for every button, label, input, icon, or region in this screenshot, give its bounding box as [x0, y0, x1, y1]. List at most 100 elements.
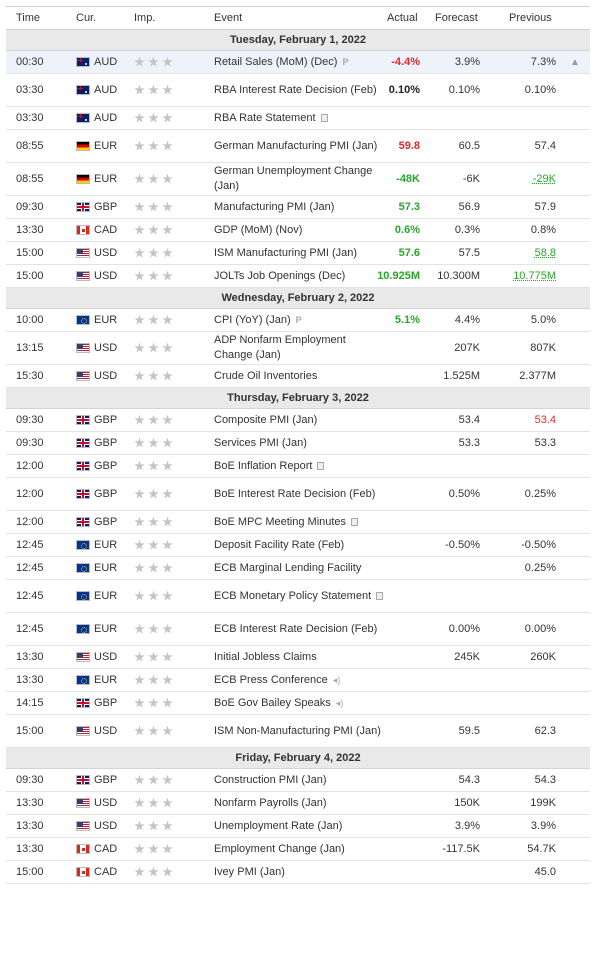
event-row[interactable]: 10:00 EUR CPI (YoY) (Jan) P 5.1% 4.4% 5.0%	[6, 309, 590, 332]
event-row[interactable]: 00:30 AUD Retail Sales (MoM) (Dec) P -4.4% 3.…	[6, 51, 590, 74]
event-row[interactable]: 12:00 GBP BoE MPC Meeting Minutes	[6, 511, 590, 534]
event-row[interactable]: 03:30 AUD RBA Interest Rate Decision (Feb)…	[6, 74, 590, 107]
flag-gbp-icon	[76, 517, 90, 527]
actual-value	[368, 715, 420, 747]
event-name[interactable]: ADP Nonfarm Employment Change (Jan)	[214, 334, 346, 361]
event-name-cell: Employment Change (Jan)	[214, 838, 384, 860]
event-name[interactable]: BoE MPC Meeting Minutes	[214, 515, 347, 528]
currency-code: EUR	[94, 562, 118, 574]
event-name[interactable]: Deposit Facility Rate (Feb)	[214, 538, 345, 551]
event-name[interactable]: Composite PMI (Jan)	[214, 413, 318, 426]
header-forecast[interactable]: Forecast	[435, 12, 478, 24]
event-name[interactable]: Ivey PMI (Jan)	[214, 865, 285, 878]
event-row[interactable]: 08:55 EUR German Unemployment Change (Jan)…	[6, 163, 590, 196]
event-row[interactable]: 12:45 EUR Deposit Facility Rate (Feb) -0.50…	[6, 534, 590, 557]
actual-value	[368, 646, 420, 668]
stars-group	[134, 866, 173, 878]
event-row[interactable]: 13:30 CAD Employment Change (Jan) -117.5K 54…	[6, 838, 590, 861]
header-importance[interactable]: Imp.	[134, 12, 156, 24]
event-row[interactable]: 08:55 EUR German Manufacturing PMI (Jan) 59…	[6, 130, 590, 163]
event-row[interactable]: 12:45 EUR ECB Interest Rate Decision (Feb)…	[6, 613, 590, 646]
event-row[interactable]: 03:30 AUD RBA Rate Statement	[6, 107, 590, 130]
actual-value	[368, 365, 420, 387]
actual-value	[368, 557, 420, 579]
event-name[interactable]: German Manufacturing PMI (Jan)	[214, 139, 378, 152]
flag-cell	[76, 74, 90, 106]
star-icon	[148, 84, 159, 95]
event-row[interactable]: 09:30 GBP Construction PMI (Jan) 54.3 54.3	[6, 769, 590, 792]
previous-value: 53.4	[490, 409, 556, 431]
flag-cell	[76, 769, 90, 791]
event-name[interactable]: RBA Interest Rate Decision (Feb)	[214, 83, 377, 96]
header-actual[interactable]: Actual	[387, 12, 418, 24]
event-row[interactable]: 12:45 EUR ECB Monetary Policy Statement	[6, 580, 590, 613]
event-row[interactable]: 13:15 USD ADP Nonfarm Employment Change (J…	[6, 332, 590, 365]
event-name[interactable]: Manufacturing PMI (Jan)	[214, 200, 335, 213]
event-row[interactable]: 09:30 GBP Manufacturing PMI (Jan) 57.3 56.9 5…	[6, 196, 590, 219]
event-name[interactable]: BoE Interest Rate Decision (Feb)	[214, 487, 376, 500]
event-row[interactable]: 14:15 GBP BoE Gov Bailey Speaks ◂)	[6, 692, 590, 715]
flag-cell	[76, 219, 90, 241]
flag-cell	[76, 534, 90, 556]
forecast-value: 60.5	[458, 140, 480, 152]
event-row[interactable]: 12:00 GBP BoE Interest Rate Decision (Feb)…	[6, 478, 590, 511]
event-row[interactable]: 15:00 USD ISM Manufacturing PMI (Jan) 57.6 5…	[6, 242, 590, 265]
event-name[interactable]: ISM Non-Manufacturing PMI (Jan)	[214, 724, 381, 737]
header-currency[interactable]: Cur.	[76, 12, 97, 24]
event-row[interactable]: 12:45 EUR ECB Marginal Lending Facility 0.2…	[6, 557, 590, 580]
event-name[interactable]: Employment Change (Jan)	[214, 842, 345, 855]
event-row[interactable]: 12:00 GBP BoE Inflation Report	[6, 455, 590, 478]
event-text: JOLTs Job Openings (Dec)	[214, 269, 345, 284]
event-name[interactable]: Construction PMI (Jan)	[214, 773, 327, 786]
event-row[interactable]: 15:00 CAD Ivey PMI (Jan) 45.0	[6, 861, 590, 884]
event-name-cell: BoE Interest Rate Decision (Feb)	[214, 478, 384, 510]
event-row[interactable]: 13:30 USD Nonfarm Payrolls (Jan) 150K 199K	[6, 792, 590, 815]
header-previous[interactable]: Previous	[509, 12, 552, 24]
forecast-value: 57.5	[458, 247, 480, 259]
event-name[interactable]: German Unemployment Change (Jan)	[214, 165, 373, 192]
event-row[interactable]: 15:00 USD ISM Non-Manufacturing PMI (Jan) 5…	[6, 715, 590, 748]
event-name[interactable]: Services PMI (Jan)	[214, 436, 307, 449]
stars-group	[134, 460, 173, 472]
importance-stars	[134, 332, 194, 364]
event-name[interactable]: RBA Rate Statement	[214, 111, 316, 124]
event-row[interactable]: 13:30 USD Initial Jobless Claims 245K 260K	[6, 646, 590, 669]
star-icon	[148, 201, 159, 212]
event-name[interactable]: ISM Manufacturing PMI (Jan)	[214, 246, 358, 259]
event-name[interactable]: Unemployment Rate (Jan)	[214, 819, 343, 832]
event-row[interactable]: 13:30 CAD GDP (MoM) (Nov) 0.6% 0.3% 0.8%	[6, 219, 590, 242]
prelim-icon: P	[342, 56, 349, 67]
event-name[interactable]: GDP (MoM) (Nov)	[214, 223, 303, 236]
event-name-cell: Construction PMI (Jan)	[214, 769, 384, 791]
flag-cell	[76, 163, 90, 195]
event-name[interactable]: BoE Inflation Report	[214, 459, 313, 472]
previous-value	[490, 107, 556, 129]
event-name[interactable]: ECB Interest Rate Decision (Feb)	[214, 622, 378, 635]
event-name[interactable]: JOLTs Job Openings (Dec)	[214, 269, 346, 282]
event-row[interactable]: 13:30 USD Unemployment Rate (Jan) 3.9% 3.9%	[6, 815, 590, 838]
event-row[interactable]: 13:30 EUR ECB Press Conference ◂)	[6, 669, 590, 692]
event-row[interactable]: 09:30 GBP Services PMI (Jan) 53.3 53.3	[6, 432, 590, 455]
previous-value: 57.4	[490, 130, 556, 162]
event-name[interactable]: CPI (YoY) (Jan)	[214, 313, 291, 326]
event-row[interactable]: 09:30 GBP Composite PMI (Jan) 53.4 53.4	[6, 409, 590, 432]
stars-group	[134, 697, 173, 709]
star-icon	[148, 224, 159, 235]
event-name[interactable]: Nonfarm Payrolls (Jan)	[214, 796, 327, 809]
event-row[interactable]: 15:00 USD JOLTs Job Openings (Dec) 10.925M 1…	[6, 265, 590, 288]
flag-usd-icon	[76, 726, 90, 736]
event-row[interactable]: 15:30 USD Crude Oil Inventories 1.525M 2.377…	[6, 365, 590, 388]
header-event[interactable]: Event	[214, 12, 243, 24]
event-name[interactable]: BoE Gov Bailey Speaks	[214, 696, 331, 709]
importance-stars	[134, 196, 194, 218]
flag-usd-icon	[76, 798, 90, 808]
previous-value	[490, 580, 556, 612]
event-name[interactable]: Initial Jobless Claims	[214, 650, 317, 663]
event-name[interactable]: ECB Monetary Policy Statement	[214, 589, 372, 602]
bell-plus-icon[interactable]: ▲	[570, 56, 580, 68]
event-name[interactable]: ECB Marginal Lending Facility	[214, 561, 362, 574]
event-name[interactable]: Crude Oil Inventories	[214, 369, 318, 382]
event-name[interactable]: Retail Sales (MoM) (Dec)	[214, 55, 338, 68]
event-name[interactable]: ECB Press Conference	[214, 673, 328, 686]
header-time[interactable]: Time	[16, 12, 41, 24]
